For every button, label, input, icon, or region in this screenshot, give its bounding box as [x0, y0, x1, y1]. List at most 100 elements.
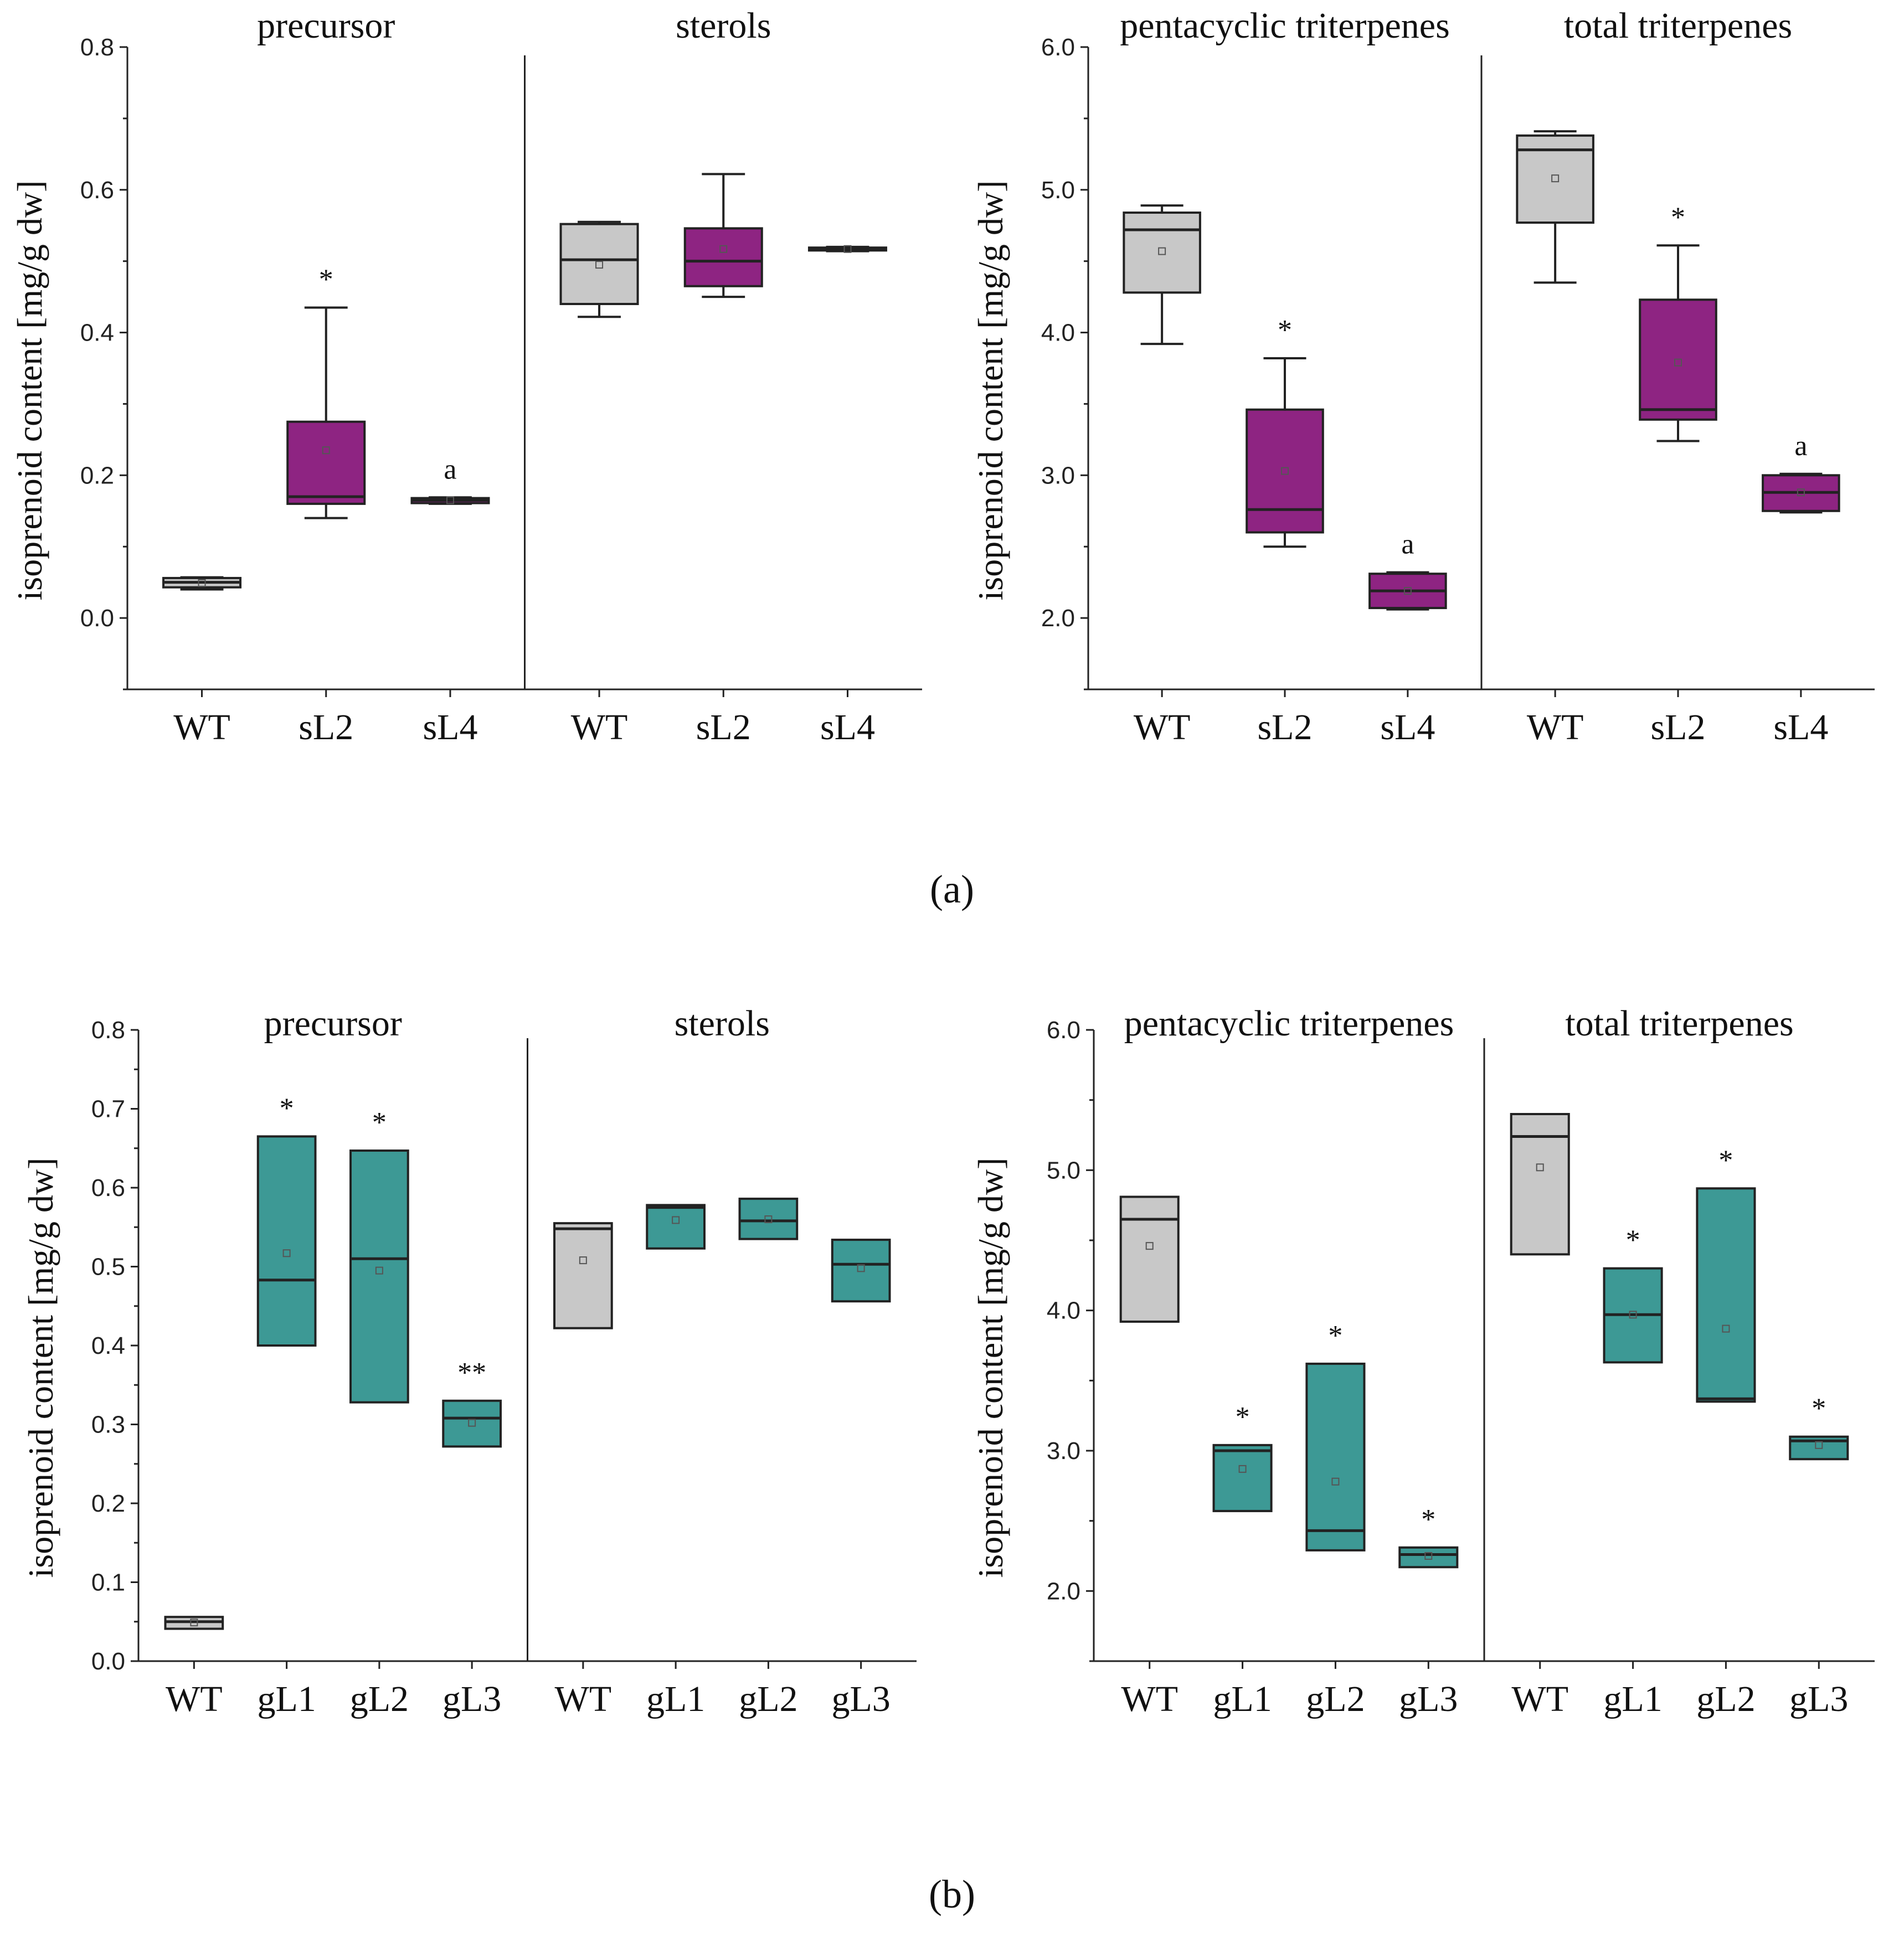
box-gl2 [349, 1150, 409, 1404]
box-sl2 [1639, 298, 1717, 421]
x-tick-label: gL1 [1213, 1679, 1272, 1719]
mean-marker [282, 1249, 291, 1257]
chart-b-left: 0.0 0.1 0.2 0.3 0.4 0.5 0.6 0.7 0.8 isoprenoid co… [21, 1003, 917, 1719]
group-title: precursor [264, 1003, 402, 1044]
x-tick-label: WT [1527, 707, 1584, 748]
y-tick-label: 0.2 [91, 1490, 125, 1517]
y-axis-label: isoprenoid content [mg/g dw] [21, 1158, 60, 1578]
x-tick-label: WT [555, 1679, 612, 1719]
mean-marker [1797, 488, 1805, 497]
y-tick-label: 0.8 [80, 34, 114, 61]
chart-b-right: 2.0 3.0 4.0 5.0 6.0 isoprenoid content [mg/g … [971, 1003, 1875, 1719]
box-gl1 [256, 1135, 317, 1347]
mean-marker [1629, 1311, 1637, 1319]
significance-label: * [1718, 1145, 1733, 1176]
y-tick-label: 0.4 [91, 1332, 125, 1359]
y-tick-label: 0.5 [91, 1254, 125, 1281]
y-tick-label: 0.6 [80, 177, 114, 204]
mean-marker [1815, 1441, 1823, 1449]
mean-marker [672, 1216, 680, 1224]
box-gl3 [442, 1399, 502, 1448]
box-gl1 [1212, 1444, 1273, 1512]
box-wt [1510, 1113, 1570, 1256]
significance-label: * [1671, 202, 1685, 233]
mean-marker [857, 1264, 865, 1272]
y-tick-label: 3.0 [1047, 1437, 1080, 1465]
significance-label: a [444, 453, 456, 485]
mean-marker [446, 496, 454, 504]
box-wt [559, 223, 639, 305]
mean-marker [1331, 1477, 1340, 1486]
box-sl2 [286, 420, 366, 505]
x-tick-label: sL4 [1380, 707, 1435, 748]
significance-label: ** [457, 1357, 486, 1389]
x-tick-label: gL3 [1399, 1679, 1458, 1719]
significance-label: * [372, 1107, 387, 1138]
x-tick-label: gL2 [1306, 1679, 1365, 1719]
mean-marker [1536, 1163, 1544, 1172]
box-sl2 [1246, 408, 1324, 534]
mean-marker [719, 245, 728, 253]
mean-marker [198, 579, 206, 587]
y-axis-label: isoprenoid content [mg/g dw] [971, 1158, 1010, 1578]
box-wt [553, 1222, 613, 1329]
y-tick-label: 0.1 [91, 1569, 125, 1596]
box-gl3 [1398, 1546, 1459, 1569]
significance-label: a [1401, 529, 1414, 560]
mean-marker [1158, 247, 1166, 255]
significance-label: * [1236, 1401, 1250, 1433]
y-tick-label: 0.2 [80, 462, 114, 489]
x-tick-label: sL2 [1651, 707, 1706, 748]
x-tick-label: gL1 [646, 1679, 705, 1719]
y-tick-label: 0.4 [80, 319, 114, 347]
y-axis-label: isoprenoid content [mg/g dw] [10, 181, 49, 601]
x-tick-label: gL3 [442, 1679, 501, 1719]
x-tick-label: gL2 [739, 1679, 797, 1719]
mean-marker [1722, 1324, 1730, 1333]
y-tick-label: 5.0 [1047, 1157, 1080, 1184]
mean-marker [1281, 467, 1289, 475]
figure-label-b: (b) [929, 1872, 975, 1916]
group-title: pentacyclic triterpenes [1120, 6, 1450, 46]
y-tick-label: 0.3 [91, 1411, 125, 1439]
significance-label: * [280, 1092, 294, 1124]
significance-label: * [319, 264, 333, 295]
box-gl3 [831, 1239, 891, 1303]
chart-a-right: 2.0 3.0 4.0 5.0 6.0 isoprenoid content [mg/g … [971, 6, 1875, 748]
box-sl2 [683, 227, 763, 287]
y-tick-label: 0.6 [91, 1174, 125, 1202]
x-tick-label: gL1 [257, 1679, 316, 1719]
mean-marker [190, 1618, 198, 1627]
x-tick-label: sL2 [696, 707, 751, 748]
box-wt [1123, 212, 1201, 294]
box-wt [1119, 1195, 1180, 1323]
significance-label: * [1278, 315, 1292, 346]
x-tick-label: sL4 [423, 707, 477, 748]
y-tick-label: 2.0 [1047, 1578, 1080, 1605]
box-gl2 [738, 1197, 799, 1240]
mean-marker [1238, 1465, 1247, 1473]
x-tick-label: sL4 [820, 707, 875, 748]
x-tick-label: WT [1134, 707, 1191, 748]
y-tick-label: 0.8 [91, 1017, 125, 1044]
y-axis-label: isoprenoid content [mg/g dw] [971, 181, 1010, 601]
group-title: total triterpenes [1565, 1003, 1793, 1044]
x-tick-label: gL3 [1789, 1679, 1848, 1719]
mean-marker [843, 245, 852, 253]
x-tick-label: WT [1511, 1679, 1568, 1719]
x-tick-label: sL2 [1258, 707, 1313, 748]
x-tick-label: gL3 [831, 1679, 890, 1719]
mean-marker [1551, 174, 1560, 183]
x-tick-label: WT [166, 1679, 223, 1719]
x-tick-label: sL4 [1773, 707, 1828, 748]
group-title: sterols [675, 1003, 770, 1044]
significance-label: * [1626, 1225, 1640, 1256]
x-tick-label: WT [571, 707, 628, 748]
significance-label: a [1794, 430, 1807, 462]
significance-label: * [1328, 1320, 1342, 1352]
y-tick-label: 0.7 [91, 1096, 125, 1123]
figure-label-a: (a) [930, 867, 974, 911]
group-title: total triterpenes [1564, 6, 1792, 46]
mean-marker [1424, 1552, 1433, 1560]
